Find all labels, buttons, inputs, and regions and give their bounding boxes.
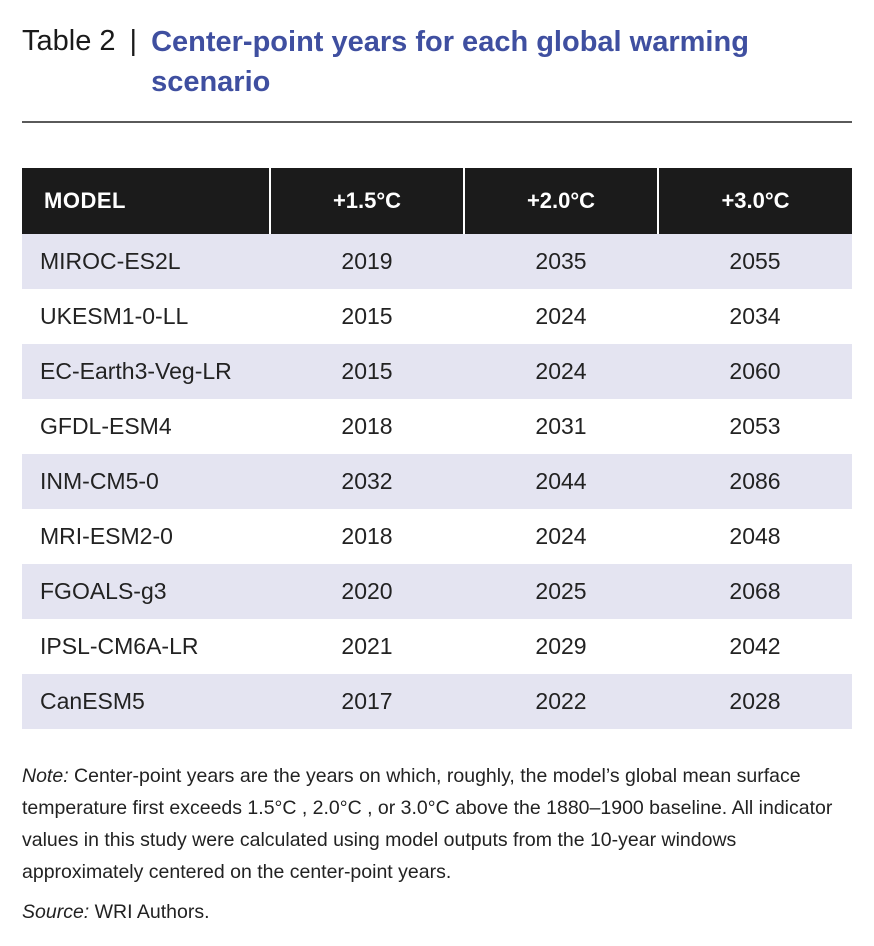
year-3-0c: 2028 — [658, 674, 852, 729]
table-header-row: MODEL +1.5°C +2.0°C +3.0°C — [22, 168, 852, 234]
model-name: MRI-ESM2-0 — [40, 523, 173, 549]
year-2-0c: 2024 — [464, 344, 658, 399]
table-note: Note: Center-point years are the years o… — [22, 760, 862, 888]
column-header-1-5c: +1.5°C — [270, 168, 465, 234]
table-title: Center-point years for each global warmi… — [151, 26, 749, 98]
year-1-5c: 2020 — [270, 564, 464, 619]
year-3-0c: 2060 — [658, 344, 852, 399]
year-1-5c: 2017 — [270, 674, 464, 729]
year-3-0c: 2055 — [658, 234, 852, 289]
year-1-5c: 2019 — [270, 234, 464, 289]
table-row: FGOALS-g3 2020 2025 2068 — [22, 564, 852, 619]
year-1-5c: 2032 — [270, 454, 464, 509]
year-3-0c: 2068 — [658, 564, 852, 619]
table-row: UKESM1-0-LL 2015 2024 2034 — [22, 289, 852, 344]
model-name: FGOALS-g3 — [22, 564, 270, 619]
table-row: MRI-ESM2-0 2018 2024 2048 — [22, 509, 852, 564]
year-2-0c: 2031 — [535, 413, 587, 439]
year-2-0c: 2025 — [464, 564, 658, 619]
year-1-5c: 2018 — [341, 413, 393, 439]
column-header-2-0c: +2.0°C — [464, 168, 659, 234]
year-2-0c: 2024 — [535, 303, 587, 329]
model-name: MIROC-ES2L — [22, 234, 270, 289]
year-2-0c: 2044 — [464, 454, 658, 509]
table-row: INM-CM5-0 2032 2044 2086 — [22, 454, 852, 509]
model-name: IPSL-CM6A-LR — [40, 633, 199, 659]
table-source: Source: WRI Authors. — [22, 896, 210, 928]
year-2-0c: 2024 — [535, 523, 587, 549]
model-name: CanESM5 — [22, 674, 270, 729]
title-divider — [22, 121, 852, 123]
title-separator: | — [129, 25, 138, 57]
source-label: Source: — [22, 901, 90, 923]
year-3-0c: 2086 — [658, 454, 852, 509]
center-point-years-table: MODEL +1.5°C +2.0°C +3.0°C MIROC-ES2L 20… — [22, 168, 852, 729]
note-label: Note: — [22, 765, 69, 787]
table-row: MIROC-ES2L 2019 2035 2055 — [22, 234, 852, 289]
year-2-0c: 2022 — [464, 674, 658, 729]
year-1-5c: 2018 — [341, 523, 393, 549]
table-row: GFDL-ESM4 2018 2031 2053 — [22, 399, 852, 454]
year-3-0c: 2034 — [729, 303, 781, 329]
year-3-0c: 2048 — [729, 523, 781, 549]
year-3-0c: 2053 — [729, 413, 781, 439]
column-header-model: MODEL — [22, 168, 271, 234]
source-text: WRI Authors. — [89, 901, 210, 923]
table-number: Table 2 — [22, 25, 116, 57]
year-1-5c: 2021 — [341, 633, 393, 659]
table-row: EC-Earth3-Veg-LR 2015 2024 2060 — [22, 344, 852, 399]
year-2-0c: 2035 — [464, 234, 658, 289]
column-header-3-0c: +3.0°C — [658, 168, 852, 234]
year-3-0c: 2042 — [729, 633, 781, 659]
model-name: UKESM1-0-LL — [40, 303, 189, 329]
table-heading: Table 2 | Center-point years for each gl… — [22, 22, 852, 102]
model-name: INM-CM5-0 — [22, 454, 270, 509]
table-row: IPSL-CM6A-LR 2021 2029 2042 — [22, 619, 852, 674]
year-1-5c: 2015 — [270, 344, 464, 399]
year-2-0c: 2029 — [535, 633, 587, 659]
model-name: EC-Earth3-Veg-LR — [22, 344, 270, 399]
model-name: GFDL-ESM4 — [40, 413, 172, 439]
note-text: Center-point years are the years on whic… — [22, 765, 833, 883]
table-row: CanESM5 2017 2022 2028 — [22, 674, 852, 729]
year-1-5c: 2015 — [341, 303, 393, 329]
